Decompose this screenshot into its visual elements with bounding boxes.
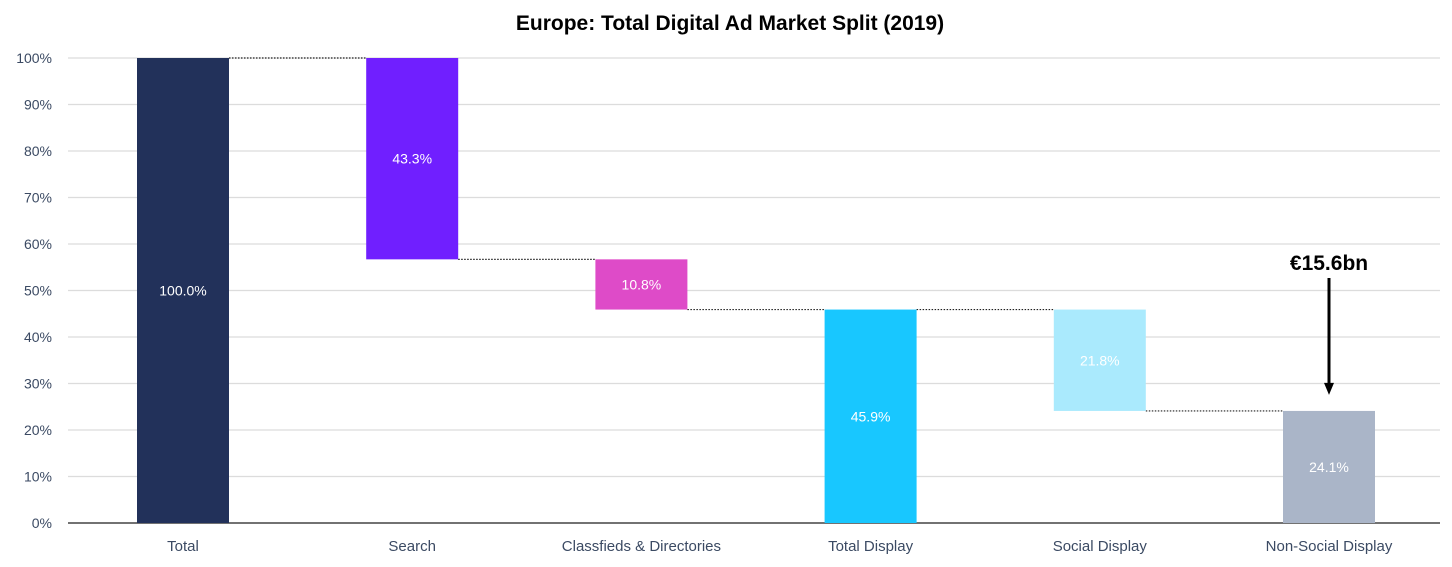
data-label: 45.9% (851, 408, 891, 424)
x-tick-label: Search (388, 538, 436, 555)
y-tick-label: 80% (24, 143, 52, 159)
connectors (229, 57, 1283, 412)
x-tick-label: Total Display (828, 538, 914, 555)
data-label: 100.0% (159, 283, 206, 299)
y-tick-label: 20% (24, 422, 52, 438)
data-label: 21.8% (1080, 352, 1120, 368)
data-label: 24.1% (1309, 459, 1349, 475)
data-label: 43.3% (392, 151, 432, 167)
y-tick-label: 40% (24, 329, 52, 345)
y-tick-label: 90% (24, 97, 52, 113)
bar-total-display (824, 309, 917, 523)
annotation: €15.6bn (1290, 252, 1368, 395)
chart-title: Europe: Total Digital Ad Market Split (2… (516, 12, 944, 35)
x-tick-label: Total (167, 538, 199, 555)
y-tick-label: 10% (24, 469, 52, 485)
y-tick-label: 50% (24, 283, 52, 299)
bar-total (137, 58, 229, 523)
y-tick-label: 0% (32, 515, 52, 531)
x-axis: Total Search Classfieds & Directories Total… (167, 538, 1393, 555)
x-tick-label: Social Display (1053, 538, 1148, 555)
data-label: 10.8% (622, 276, 662, 292)
arrow-down-icon (1324, 382, 1334, 395)
gridlines (68, 57, 1440, 524)
y-axis: 0% 10% 20% 30% 40% 50% 60% 70% 80% 90% 100% (16, 50, 52, 531)
bar-non-social-display (1283, 410, 1375, 523)
x-tick-label: Classfieds & Directories (562, 538, 721, 555)
y-tick-label: 30% (24, 376, 52, 392)
bar-classfieds-directories (595, 259, 688, 310)
y-tick-label: 60% (24, 236, 52, 252)
y-tick-label: 100% (16, 50, 52, 66)
annotation-label: €15.6bn (1290, 252, 1368, 275)
bar-social-display (1053, 309, 1146, 411)
bars (137, 58, 1375, 523)
x-tick-label: Non-Social Display (1266, 538, 1393, 555)
data-labels: 100.0% 43.3% 10.8% 45.9% 21.8% 24.1% (159, 151, 1349, 475)
y-tick-label: 70% (24, 190, 52, 206)
bar-search (366, 58, 459, 260)
